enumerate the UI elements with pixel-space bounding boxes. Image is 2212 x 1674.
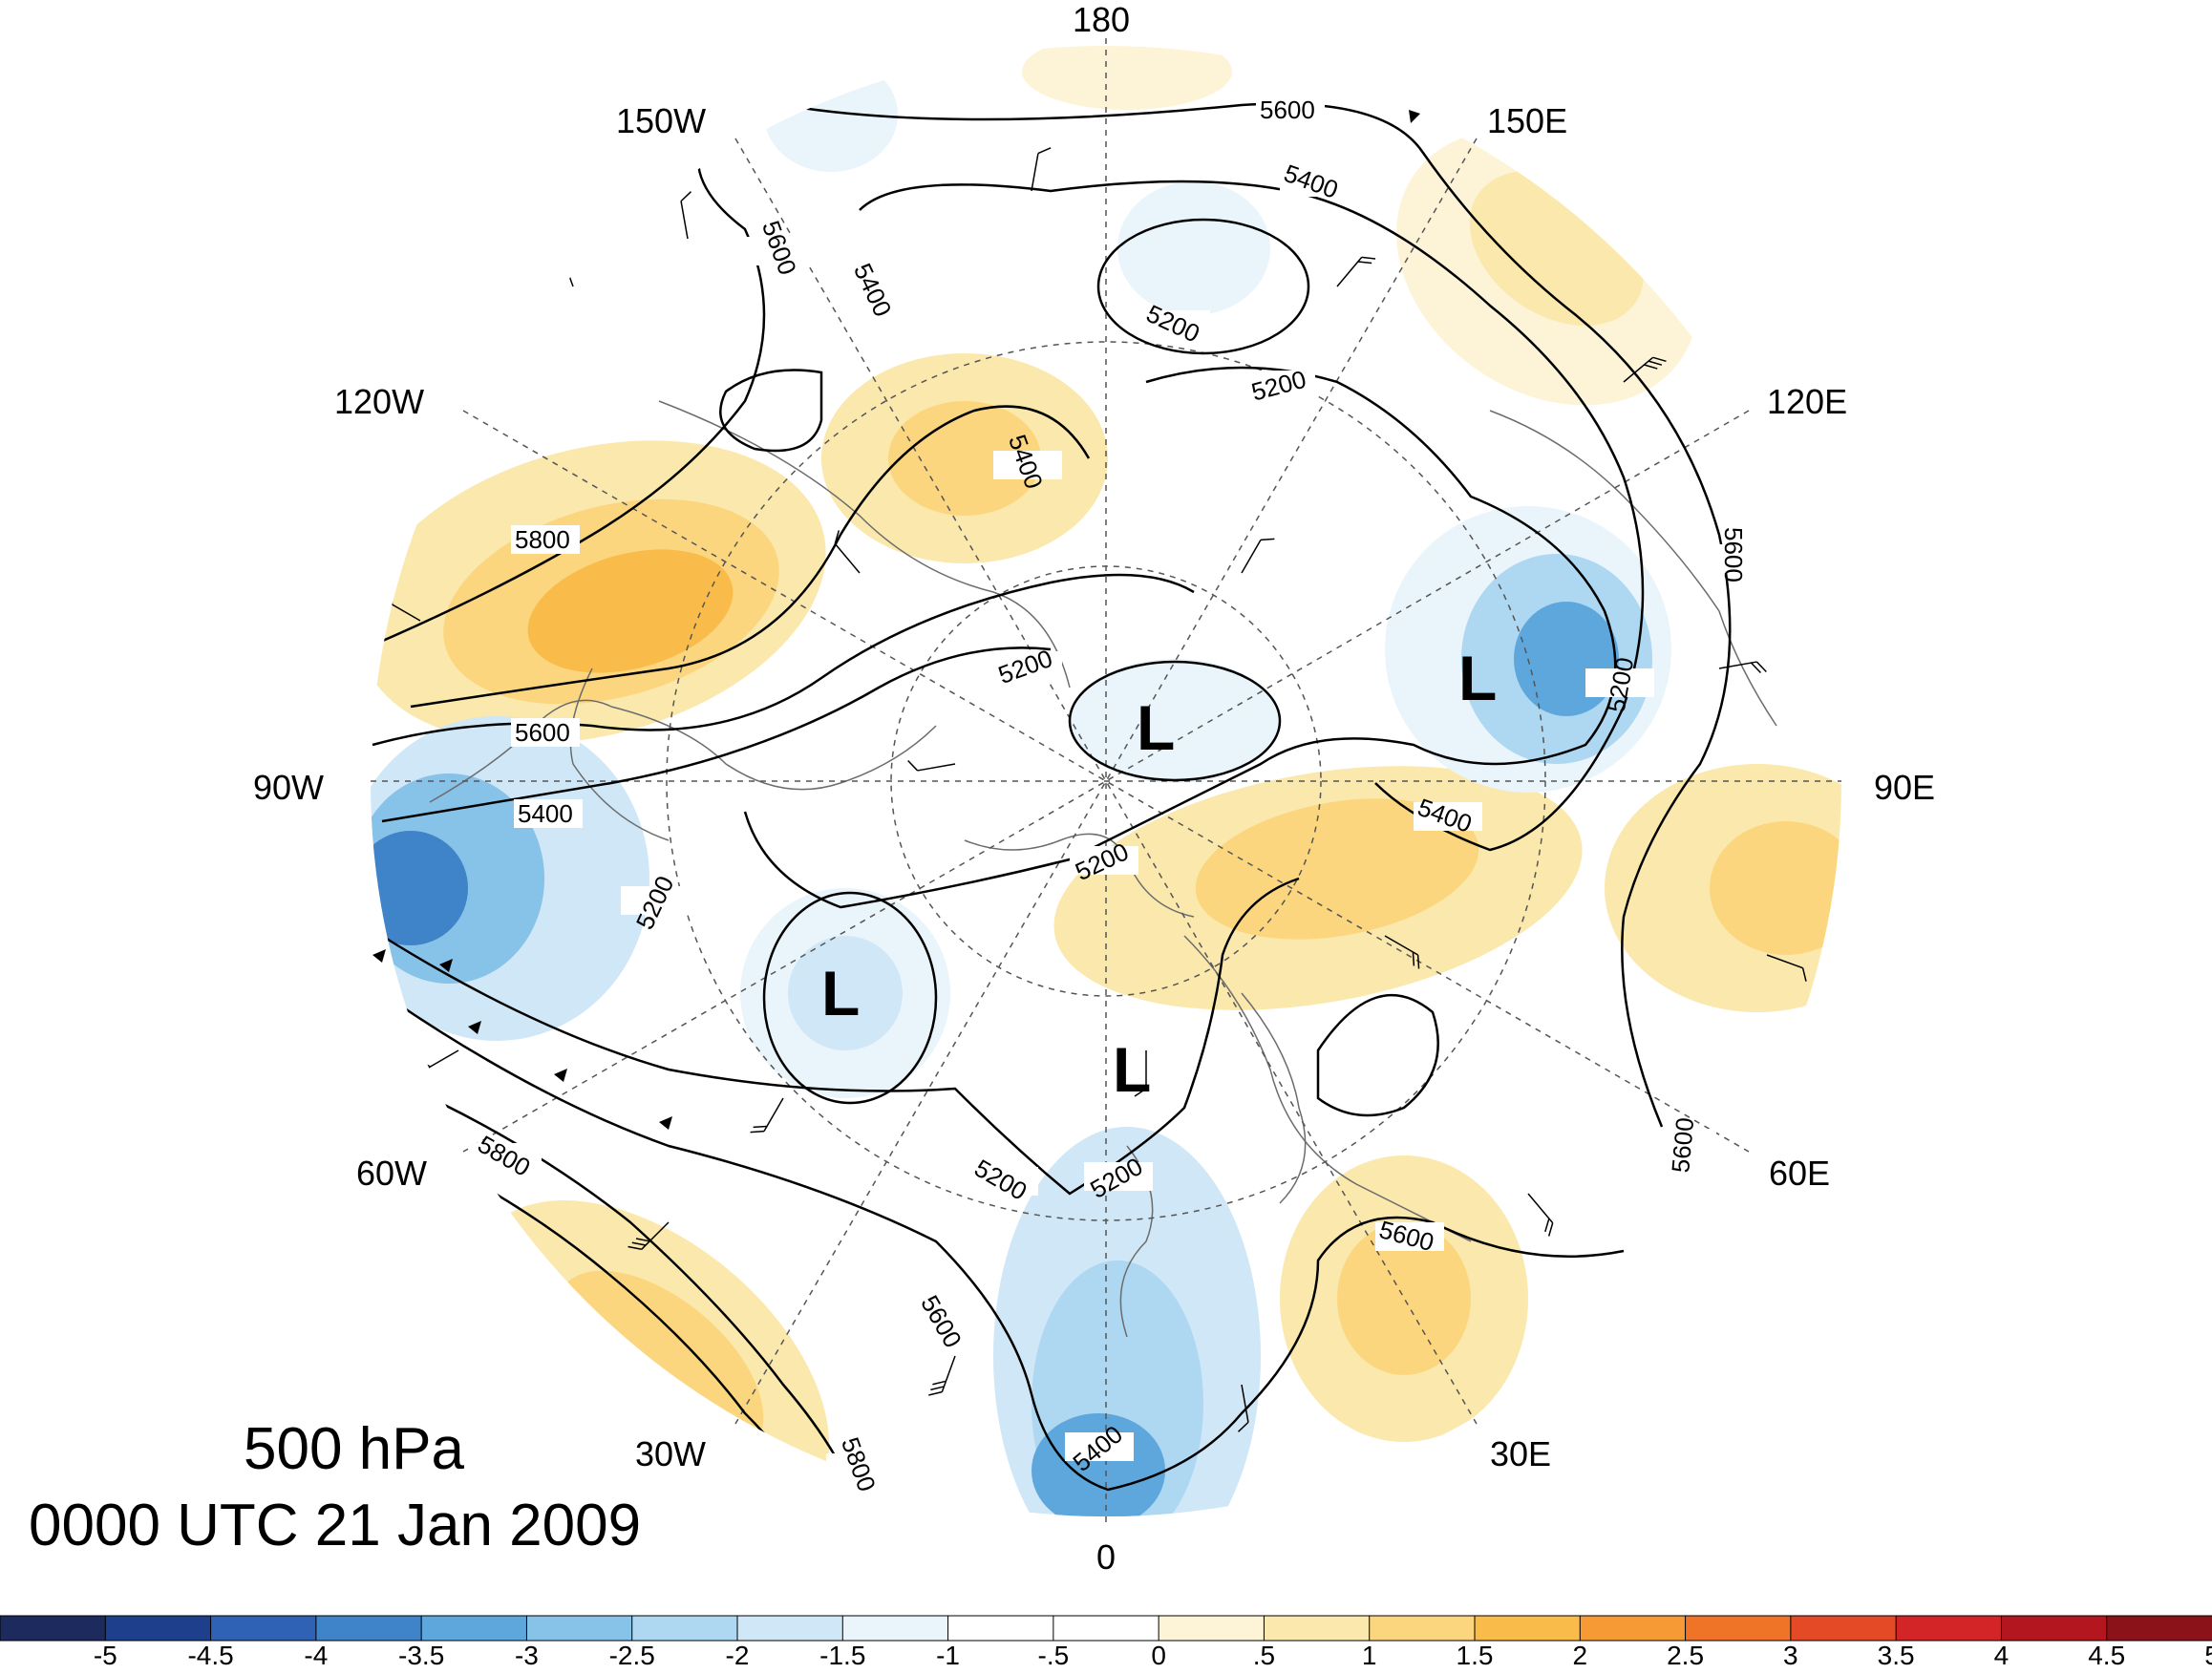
longitude-label-0: 0: [1096, 1537, 1117, 1577]
longitude-label-150w: 150W: [616, 101, 707, 140]
colorbar-swatch: [315, 1615, 423, 1642]
colorbar-swatch: [1263, 1615, 1371, 1642]
colorbar-swatch: [525, 1615, 633, 1642]
low-center-label: L: [1458, 643, 1497, 713]
contour-label: 5600: [1719, 527, 1748, 583]
pressure-level-title: 500 hPa: [244, 1416, 464, 1482]
colorbar: [0, 1615, 2212, 1642]
colorbar-swatch: [104, 1615, 212, 1642]
contour-label: 5400: [518, 799, 573, 828]
colorbar-tick-label: .5: [1252, 1641, 1276, 1670]
colorbar-tick-label: 0: [1151, 1641, 1166, 1670]
colorbar-tick-label: 2.5: [1667, 1641, 1705, 1670]
colorbar-swatch: [1053, 1615, 1160, 1642]
longitude-label-120e: 120E: [1767, 382, 1848, 421]
colorbar-tick-label: 2: [1572, 1641, 1588, 1670]
colorbar-swatch: [1369, 1615, 1476, 1642]
longitude-label-180: 180: [1073, 0, 1131, 39]
colorbar-swatch: [0, 1615, 107, 1642]
low-center-label: L: [1137, 692, 1175, 763]
longitude-label-60e: 60E: [1769, 1154, 1831, 1193]
colorbar-swatch: [631, 1615, 739, 1642]
colorbar-swatch: [1685, 1615, 1792, 1642]
colorbar-swatch: [2106, 1615, 2212, 1642]
colorbar-tick-label: -2: [725, 1641, 750, 1670]
height-contours: [371, 102, 1732, 1516]
colorbar-swatch: [947, 1615, 1054, 1642]
contour-label: 5600: [1666, 1116, 1699, 1174]
colorbar-tick-label: -1.5: [819, 1641, 866, 1670]
colorbar-tick-label: -1: [936, 1641, 961, 1670]
colorbar-swatch: [841, 1615, 949, 1642]
colorbar-tick-label: -2.5: [608, 1641, 655, 1670]
colorbar-tick-label: 3.5: [1877, 1641, 1915, 1670]
contour-label: 5800: [515, 525, 570, 554]
low-center-label: L: [821, 958, 860, 1028]
colorbar-tick-label: 1.5: [1456, 1641, 1494, 1670]
colorbar-tick-label: -3.5: [398, 1641, 445, 1670]
colorbar-tick-label: 3: [1783, 1641, 1798, 1670]
colorbar-swatch: [2000, 1615, 2108, 1642]
colorbar-tick-label: -5: [93, 1641, 117, 1670]
colorbar-swatch: [210, 1615, 317, 1642]
longitude-label-30e: 30E: [1490, 1434, 1552, 1473]
low-center-group: L L L L: [821, 643, 1497, 1105]
colorbar-tick-label: 1: [1361, 1641, 1377, 1670]
colorbar-swatch: [420, 1615, 528, 1642]
longitude-label-90e: 90E: [1874, 768, 1936, 807]
colorbar-tick-label: 4: [1993, 1641, 2010, 1670]
colorbar-tick-label: 4.5: [2088, 1641, 2126, 1670]
contour-label-group: 5600 5400 5200 5200 5400 5600 5400 5800 …: [473, 95, 1769, 1495]
colorbar-swatch: [1158, 1615, 1266, 1642]
longitude-label-120w: 120W: [334, 382, 425, 421]
longitude-label-90w: 90W: [253, 768, 325, 807]
colorbar-swatch: [1790, 1615, 1898, 1642]
colorbar-tick-label: 5: [2204, 1641, 2212, 1671]
front-markers: [372, 110, 1420, 1130]
longitude-label-60w: 60W: [356, 1154, 428, 1193]
colorbar-tick-label: -4.5: [187, 1641, 234, 1670]
contour-label: 5600: [515, 718, 570, 747]
colorbar-swatch: [736, 1615, 844, 1642]
contour-label: 5600: [1260, 95, 1315, 124]
colorbar-swatch: [1895, 1615, 2003, 1642]
low-center-label: L: [1113, 1034, 1151, 1105]
longitude-label-150e: 150E: [1487, 101, 1568, 140]
colorbar-tick-label: -.5: [1037, 1641, 1070, 1670]
longitude-label-30w: 30W: [635, 1434, 707, 1473]
colorbar-swatch: [1474, 1615, 1582, 1642]
colorbar-tick-label: -3: [514, 1641, 539, 1670]
valid-time-title: 0000 UTC 21 Jan 2009: [29, 1493, 642, 1558]
colorbar-swatch: [1579, 1615, 1687, 1642]
colorbar-tick-label: -4: [304, 1641, 329, 1670]
